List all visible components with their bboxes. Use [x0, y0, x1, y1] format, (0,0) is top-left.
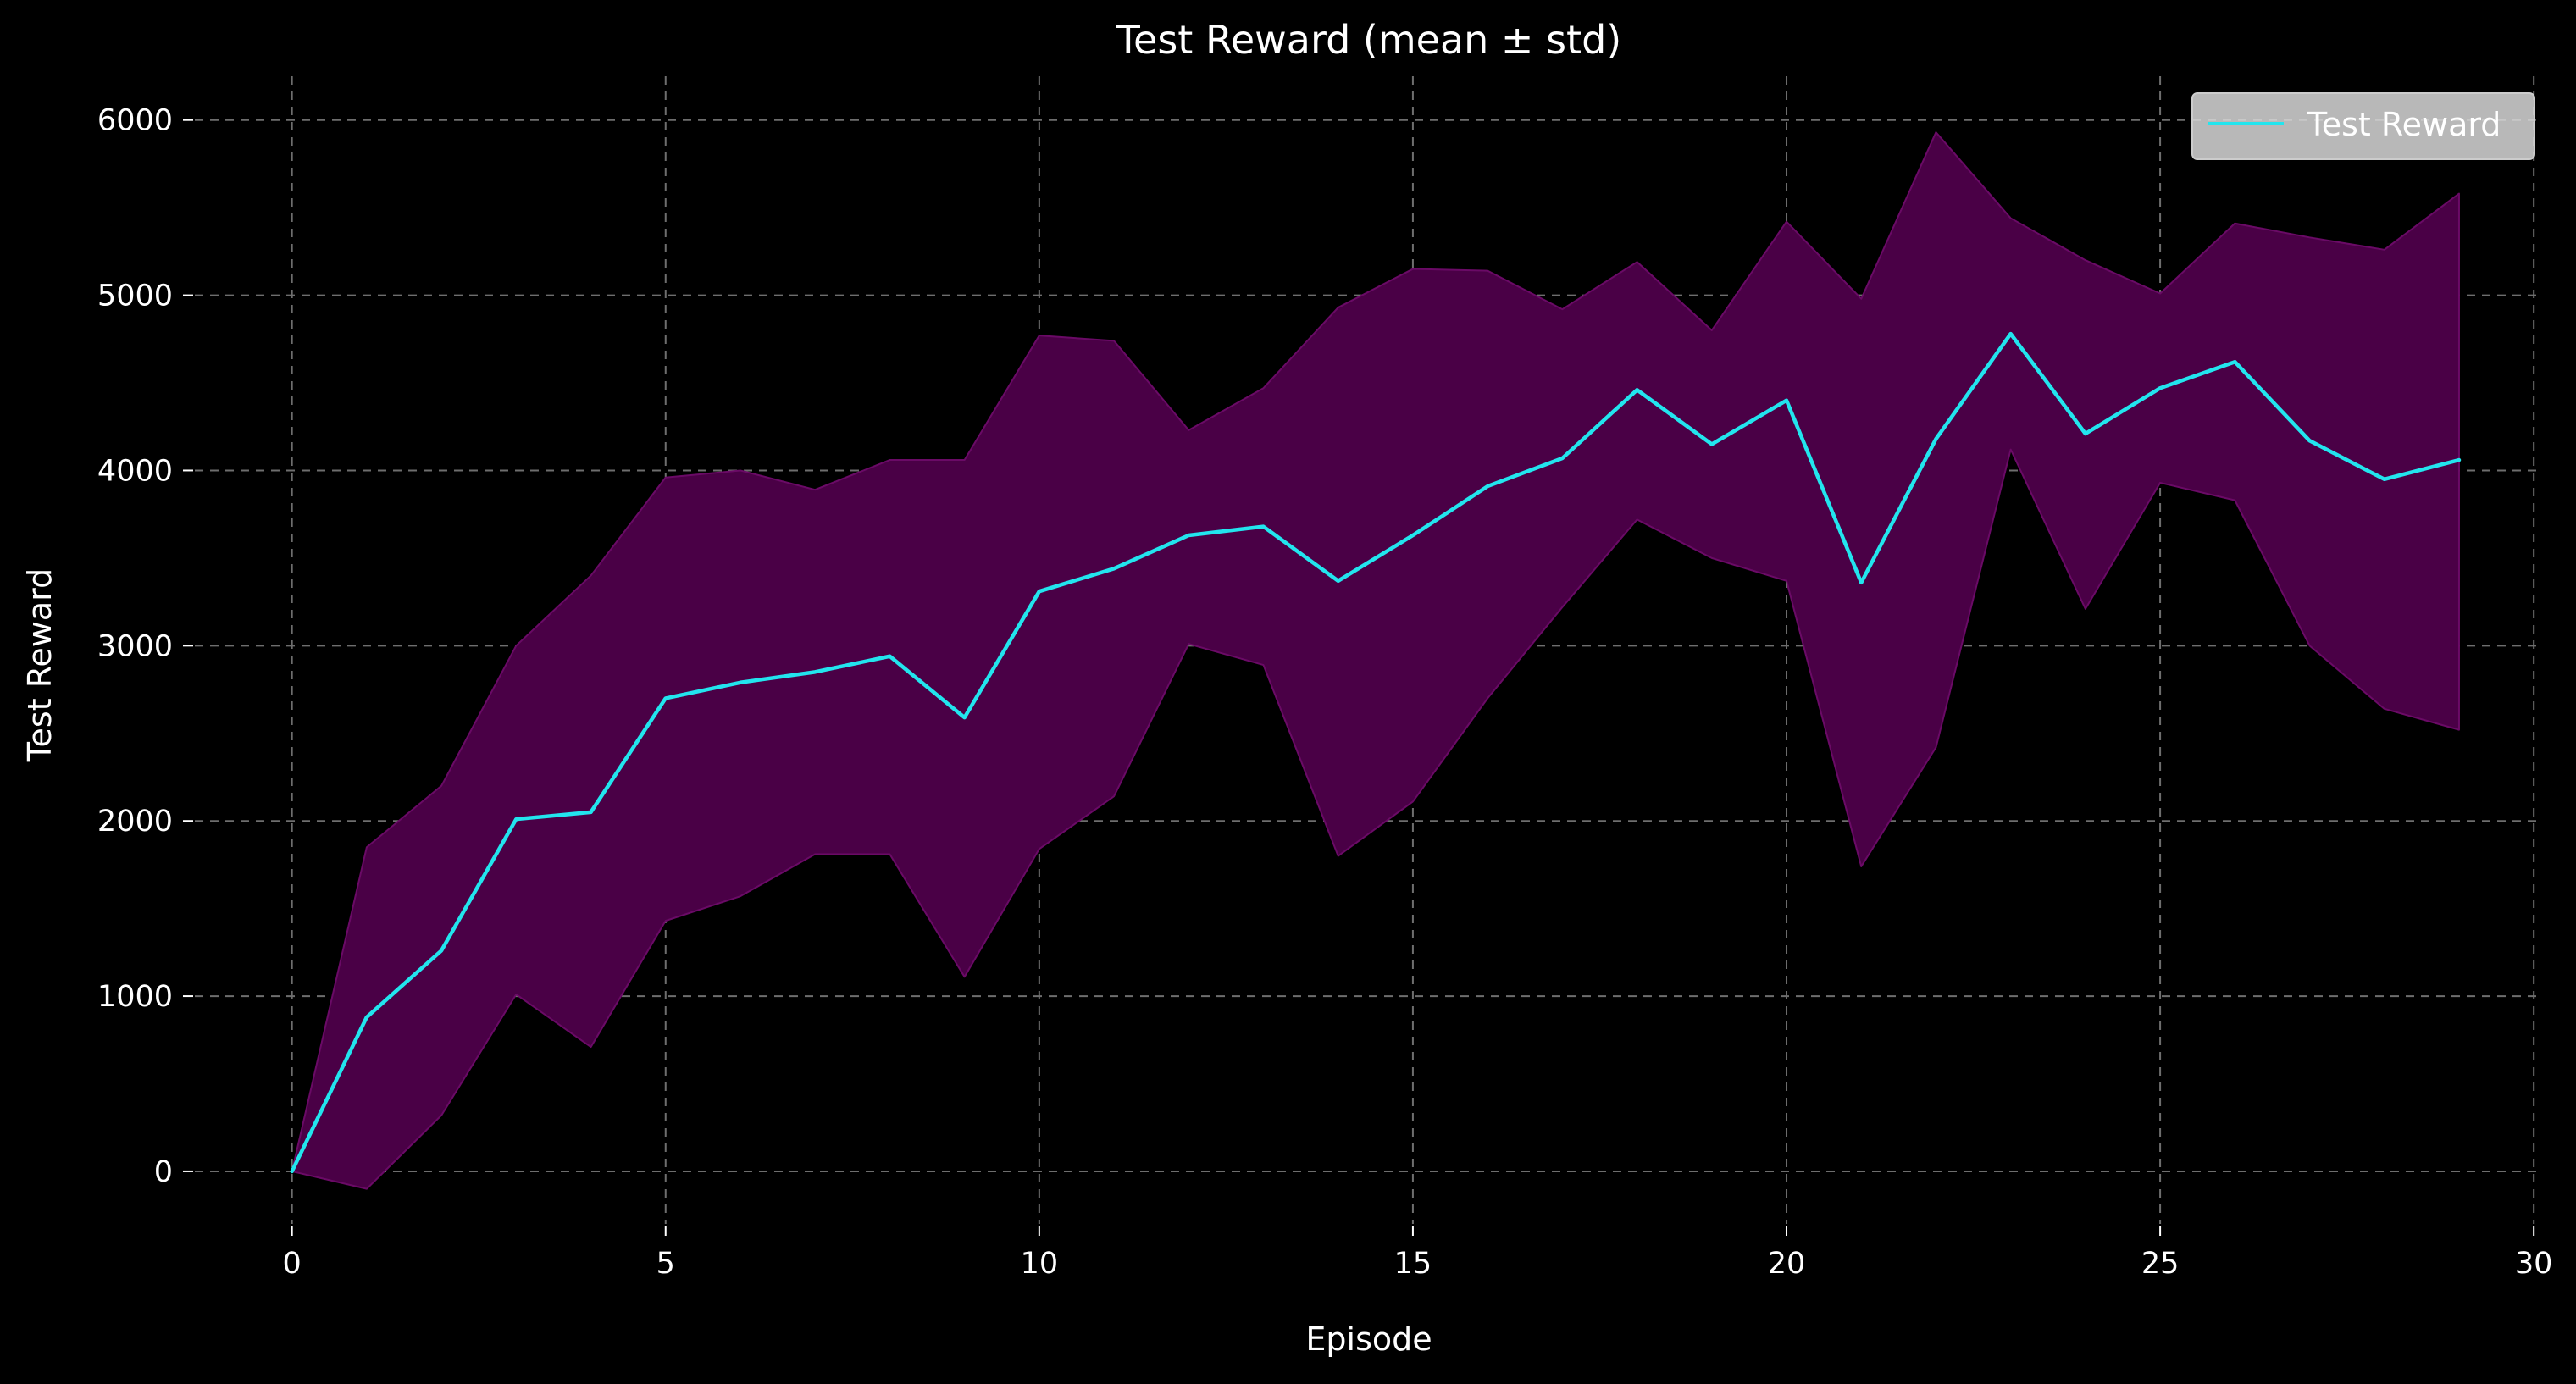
x-axis-ticks: 0 5 10 15 20 25 30 [283, 1226, 2553, 1281]
y-tick-label: 0 [154, 1155, 173, 1189]
x-tick-label: 15 [1394, 1247, 1432, 1281]
y-axis-label: Test Reward [21, 568, 58, 762]
x-tick-label: 25 [2141, 1247, 2180, 1281]
x-tick-label: 20 [1768, 1247, 1806, 1281]
y-tick-label: 6000 [97, 104, 173, 138]
series-lines [290, 331, 2462, 1174]
legend-box [2191, 92, 2535, 160]
y-tick-label: 2000 [97, 805, 173, 839]
y-tick-label: 4000 [97, 454, 173, 488]
legend-label: Test Reward [2307, 106, 2501, 143]
x-tick-label: 10 [1021, 1247, 1059, 1281]
x-tick-label: 0 [283, 1247, 302, 1281]
x-axis-label: Episode [1305, 1320, 1432, 1358]
y-axis-ticks: 0 1000 2000 3000 4000 5000 6000 [97, 104, 193, 1189]
y-tick-label: 3000 [97, 629, 173, 663]
x-tick-label: 30 [2515, 1247, 2553, 1281]
chart-title: Test Reward (mean ± std) [1116, 17, 1621, 63]
legend: Test Reward [2191, 92, 2535, 160]
y-tick-label: 5000 [97, 280, 173, 313]
series-line-test-reward [290, 331, 2462, 1174]
x-tick-label: 5 [656, 1247, 675, 1281]
y-tick-label: 1000 [97, 980, 173, 1014]
